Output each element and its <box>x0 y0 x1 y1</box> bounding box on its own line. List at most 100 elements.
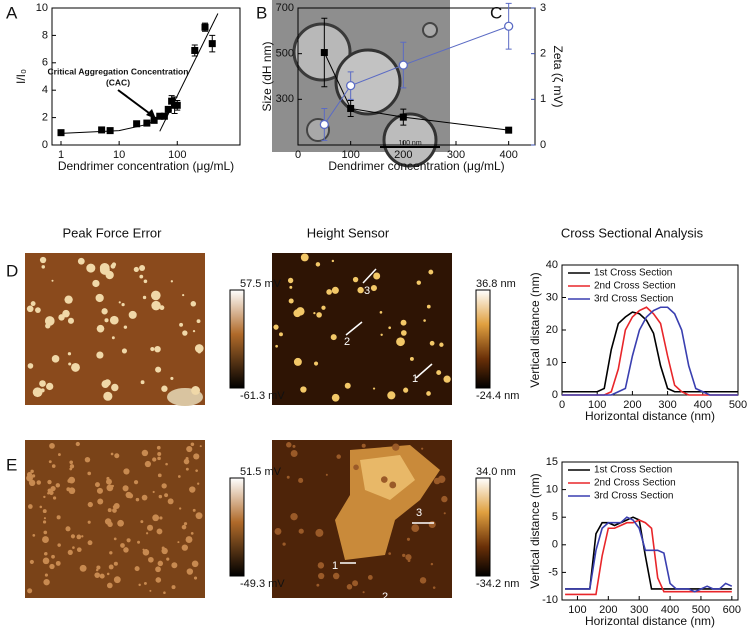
y2-tick-label: 3 <box>540 2 546 14</box>
afm-particle <box>141 494 148 501</box>
y-tick-label: 0 <box>552 389 558 401</box>
afm-particle <box>379 311 383 314</box>
afm-particle <box>387 391 396 400</box>
legend-label: 1st Cross Section <box>594 465 672 476</box>
scale-bar-label: 100 nm <box>398 140 422 147</box>
afm-particle <box>111 383 119 392</box>
afm-particle <box>150 346 155 352</box>
legend-label: 2nd Cross Section <box>594 281 676 292</box>
afm-particle <box>407 559 411 563</box>
afm-particle <box>26 305 34 313</box>
afm-particle <box>47 488 52 493</box>
afm-particle <box>190 531 194 535</box>
afm-particle <box>145 532 149 535</box>
afm-particle <box>112 508 117 513</box>
afm-particle <box>123 547 129 553</box>
afm-particle <box>298 477 304 483</box>
afm-particle <box>42 557 50 565</box>
afm-particle <box>186 445 193 453</box>
plot-frame <box>561 461 739 601</box>
afm-particle <box>321 305 326 310</box>
afm-particle <box>289 285 293 289</box>
afm-particle <box>113 537 117 541</box>
afm-particle <box>352 580 359 587</box>
afm-particle <box>183 522 188 526</box>
afm-particle <box>165 462 168 466</box>
afm-particle <box>443 512 446 515</box>
x-tick-label: 0 <box>559 399 565 411</box>
panel-label: E <box>6 455 17 474</box>
afm-particle <box>62 309 70 318</box>
afm-particle <box>106 582 113 589</box>
data-point <box>208 40 216 48</box>
afm-particle <box>48 460 52 464</box>
afm-particle <box>326 289 332 295</box>
afm-particle <box>317 562 325 569</box>
section-marker: 3 <box>364 285 370 297</box>
legend-label: 3rd Cross Section <box>594 294 673 305</box>
plot-frame <box>297 7 536 146</box>
afm-particle <box>49 563 55 570</box>
afm-image <box>25 440 205 598</box>
afm-particle <box>161 385 168 392</box>
afm-particle <box>325 473 328 476</box>
legend-label: 3rd Cross Section <box>594 491 673 502</box>
afm-particle <box>107 521 113 528</box>
colorbar <box>229 289 245 389</box>
afm-particle <box>315 528 324 537</box>
x-tick-label: 1 <box>58 149 64 161</box>
afm-particle <box>315 262 321 267</box>
section-marker: 2 <box>382 591 388 603</box>
afm-particle <box>30 301 36 307</box>
afm-particle <box>42 509 47 514</box>
afm-particle <box>110 263 116 269</box>
afm-particle <box>71 362 80 372</box>
afm-particle <box>143 581 147 585</box>
y-tick-label: 4 <box>42 84 48 96</box>
y-axis-label: Size (dH nm) <box>260 41 274 111</box>
afm-particle <box>156 445 161 450</box>
afm-particle <box>433 477 441 485</box>
afm-particle <box>178 507 182 510</box>
afm-particle <box>396 337 405 347</box>
colorbar <box>229 477 245 577</box>
x-tick-label: 400 <box>661 604 679 616</box>
y-tick-label: 500 <box>276 48 294 60</box>
afm-particle <box>108 564 114 570</box>
annotation-arrowhead <box>146 109 156 119</box>
y-tick-label: 10 <box>546 484 558 496</box>
colorbar-min: -49.3 mV <box>240 578 285 590</box>
afm-particle <box>140 520 144 524</box>
section-marker: 1 <box>332 560 338 572</box>
afm-particle <box>95 293 104 303</box>
afm-particle <box>170 280 174 283</box>
x-tick-label: 500 <box>729 399 747 411</box>
afm-particle <box>296 307 305 316</box>
afm-particle <box>403 387 409 393</box>
afm-particle <box>192 329 196 333</box>
afm-particle <box>81 535 84 538</box>
y-axis-label: Vertical distance (nm) <box>528 272 542 387</box>
afm-particle <box>148 556 154 563</box>
afm-particle <box>402 553 406 558</box>
afm-particle <box>42 520 47 524</box>
afm-particle <box>57 543 61 547</box>
afm-particle <box>370 284 377 292</box>
afm-particle <box>67 317 74 324</box>
y-tick-label: 5 <box>552 511 558 523</box>
afm-particle <box>432 586 436 589</box>
colorbar-max: 36.8 nm <box>476 278 516 290</box>
afm-particle <box>118 301 121 304</box>
afm-particle <box>35 307 41 314</box>
data-point <box>346 80 356 91</box>
afm-particle <box>185 467 189 471</box>
afm-particle <box>76 534 82 540</box>
afm-particle <box>344 382 351 389</box>
annotation: Critical Aggregation Concentration <box>48 66 189 76</box>
afm-particle <box>103 391 113 401</box>
annotation: (CAC) <box>106 77 130 87</box>
afm-particle <box>300 386 307 393</box>
afm-particle <box>316 312 322 318</box>
data-point <box>505 126 513 134</box>
